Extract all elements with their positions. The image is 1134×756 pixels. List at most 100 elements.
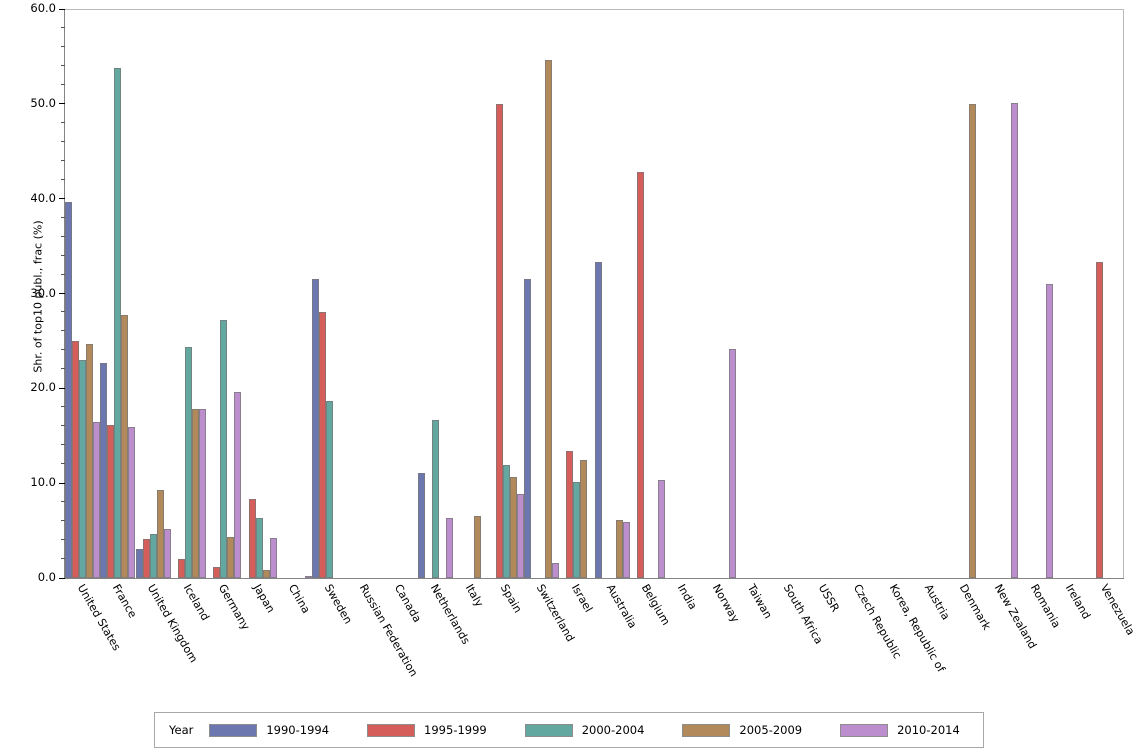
bar[interactable] bbox=[142, 539, 150, 578]
legend-entry[interactable]: 2000-2004 bbox=[524, 723, 683, 737]
bar[interactable] bbox=[114, 67, 122, 578]
bar[interactable] bbox=[248, 499, 256, 578]
plot-frame-right bbox=[1123, 9, 1124, 579]
bar[interactable] bbox=[304, 576, 312, 578]
bar[interactable] bbox=[552, 562, 560, 578]
legend-swatch bbox=[840, 723, 889, 737]
bar[interactable] bbox=[580, 460, 588, 578]
bar[interactable] bbox=[657, 480, 665, 578]
bar[interactable] bbox=[72, 340, 80, 578]
bar[interactable] bbox=[594, 262, 602, 578]
bar[interactable] bbox=[178, 559, 186, 578]
bar[interactable] bbox=[192, 409, 200, 578]
x-axis-label: USSR bbox=[815, 582, 842, 615]
bar[interactable] bbox=[121, 315, 129, 578]
bar[interactable] bbox=[495, 103, 503, 578]
bar[interactable] bbox=[86, 343, 94, 578]
legend-label: 2010-2014 bbox=[897, 723, 960, 737]
bar[interactable] bbox=[509, 477, 517, 578]
x-axis-label: Ireland bbox=[1062, 582, 1094, 622]
bar[interactable] bbox=[79, 359, 87, 578]
bar[interactable] bbox=[319, 311, 327, 578]
bar[interactable] bbox=[1046, 284, 1054, 578]
y-minor-tick bbox=[61, 463, 65, 465]
bar[interactable] bbox=[65, 201, 73, 578]
x-axis-label: Norway bbox=[709, 582, 742, 625]
bar-group bbox=[100, 9, 136, 578]
bar[interactable] bbox=[502, 465, 510, 578]
y-tick-mark bbox=[59, 198, 65, 200]
bar[interactable] bbox=[234, 392, 242, 578]
x-axis-label: Taiwan bbox=[745, 582, 776, 621]
bar[interactable] bbox=[163, 528, 171, 578]
legend-entry[interactable]: 1990-1994 bbox=[209, 723, 367, 737]
y-tick-mark bbox=[59, 293, 65, 294]
bar[interactable] bbox=[573, 482, 581, 578]
x-axis-label: France bbox=[109, 582, 140, 621]
y-minor-tick bbox=[61, 368, 65, 370]
bar[interactable] bbox=[213, 566, 221, 578]
bar-group bbox=[912, 9, 947, 578]
bar[interactable] bbox=[100, 362, 108, 578]
bar-group bbox=[948, 9, 983, 578]
bar[interactable] bbox=[566, 450, 574, 578]
bar[interactable] bbox=[516, 493, 524, 578]
bar[interactable] bbox=[968, 103, 976, 578]
bar[interactable] bbox=[227, 537, 235, 578]
y-minor-tick bbox=[61, 273, 65, 275]
y-tick-label: 0.0 bbox=[37, 570, 56, 584]
y-minor-tick bbox=[61, 235, 65, 237]
legend-swatch bbox=[209, 723, 258, 737]
y-minor-tick bbox=[61, 558, 65, 560]
bar[interactable] bbox=[220, 320, 228, 578]
plot-frame-top bbox=[64, 9, 1124, 10]
bar[interactable] bbox=[418, 472, 426, 578]
y-minor-tick bbox=[61, 539, 65, 541]
bar[interactable] bbox=[269, 538, 277, 578]
y-minor-tick bbox=[61, 444, 65, 446]
bar[interactable] bbox=[524, 279, 532, 578]
bar[interactable] bbox=[1010, 102, 1018, 578]
legend-label: 2005-2009 bbox=[739, 723, 803, 737]
legend: Year 1990-1994 1995-1999 2000-2004 2005-200… bbox=[154, 712, 984, 748]
bar-group bbox=[559, 9, 594, 578]
bar[interactable] bbox=[446, 518, 454, 578]
bar[interactable] bbox=[326, 400, 334, 578]
x-axis-label: China bbox=[286, 582, 314, 616]
bar-group bbox=[242, 9, 277, 578]
legend-entry[interactable]: 1995-1999 bbox=[367, 723, 525, 737]
bar[interactable] bbox=[312, 279, 320, 578]
x-axis-label: Italy bbox=[462, 582, 486, 610]
y-minor-tick bbox=[61, 425, 65, 427]
bar[interactable] bbox=[474, 516, 482, 578]
bar[interactable] bbox=[615, 520, 623, 578]
legend-entry[interactable]: 2005-2009 bbox=[682, 723, 840, 737]
bar[interactable] bbox=[262, 570, 270, 578]
bar[interactable] bbox=[199, 409, 207, 578]
y-minor-tick bbox=[61, 159, 65, 161]
y-tick-label: 30.0 bbox=[30, 285, 56, 300]
bar[interactable] bbox=[149, 534, 157, 578]
bar[interactable] bbox=[728, 348, 736, 578]
x-axis-label: Israel bbox=[568, 582, 595, 615]
bar[interactable] bbox=[185, 346, 193, 578]
bar[interactable] bbox=[93, 421, 101, 578]
y-tick-mark bbox=[59, 387, 65, 389]
bar-group bbox=[665, 9, 700, 578]
bar[interactable] bbox=[135, 548, 143, 578]
x-axis-label: Austria bbox=[921, 582, 953, 623]
bar[interactable] bbox=[107, 425, 115, 578]
bar-group bbox=[771, 9, 806, 578]
bar[interactable] bbox=[1095, 262, 1103, 578]
bar[interactable] bbox=[545, 60, 553, 578]
bar[interactable] bbox=[255, 518, 263, 578]
bar[interactable] bbox=[636, 172, 644, 578]
bar[interactable] bbox=[128, 427, 136, 578]
legend-swatch bbox=[524, 723, 573, 737]
y-minor-tick bbox=[61, 520, 65, 522]
bar[interactable] bbox=[622, 522, 630, 578]
bar[interactable] bbox=[156, 489, 164, 578]
bar[interactable] bbox=[432, 419, 440, 578]
legend-entry[interactable]: 2010-2014 bbox=[840, 723, 998, 737]
